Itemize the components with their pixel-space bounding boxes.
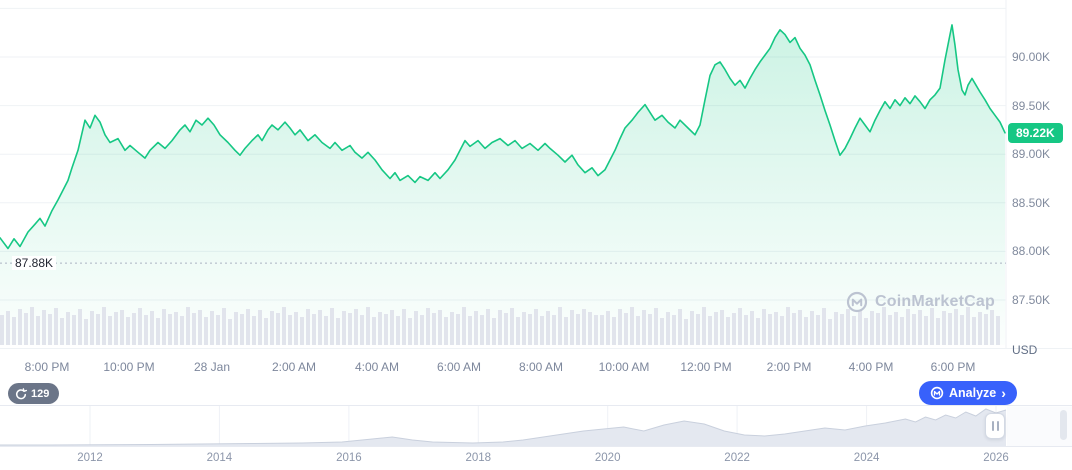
minimap-region[interactable] [0,406,1006,446]
watermark-text: CoinMarketCap [875,293,995,310]
brush-grip-bar [996,421,999,431]
coinmarketcap-logo-icon [846,291,868,313]
coinmarketcap-watermark: CoinMarketCap [846,291,995,313]
time-axis-tick: 6:00 PM [930,360,976,374]
analyze-button-label: Analyze [949,386,997,400]
time-axis-tick: 2:00 PM [766,360,812,374]
time-axis-tick: 8:00 PM [24,360,70,374]
minimap-year-tick: 2020 [594,452,621,464]
time-axis-tick: 4:00 PM [848,360,894,374]
time-axis-tick: 28 Jan [193,360,231,374]
time-axis-tick: 6:00 AM [436,360,482,374]
minimap-brush-handle[interactable] [985,413,1005,439]
minimap-year-tick: 2016 [336,452,362,464]
scrollbar-handle[interactable] [1060,410,1067,440]
brush-grip-bar [991,421,994,431]
replay-count: 129 [31,387,50,400]
time-axis-tick: 8:00 AM [518,360,564,374]
y-axis-tick: 90.00K [1012,50,1051,64]
minimap-year-tick: 2024 [853,452,880,464]
time-axis-tick: 10:00 PM [103,360,155,374]
time-axis-tick: 2:00 AM [271,360,317,374]
minimap-year-tick: 2026 [983,452,1009,464]
replay-icon [15,387,27,399]
minimap-year-tick: 2014 [206,452,233,464]
y-axis-tick: 87.50K [1012,293,1051,307]
y-axis-tick: 88.50K [1012,195,1051,210]
currency-unit-label: USD [1012,343,1038,357]
y-axis-tick: 89.50K [1012,98,1051,113]
time-axis-tick: 12:00 PM [680,360,732,374]
minimap-year-tick: 2018 [465,452,492,464]
y-axis-tick: 88.00K [1012,244,1051,259]
minimap-year-tick: 2022 [724,452,750,464]
analyze-logo-icon [930,386,944,400]
analyze-button[interactable]: Analyze › [919,381,1017,405]
y-axis-tick: 89.00K [1012,147,1051,162]
time-axis-tick: 4:00 AM [354,360,400,374]
replay-count-badge[interactable]: 129 [8,383,60,404]
low-price-marker-label: 87.88K [12,256,57,271]
minimap-year-tick: 2012 [77,452,103,464]
current-price-badge: 89.22K [1008,122,1063,143]
chevron-right-icon: › [1001,384,1006,401]
time-axis-tick: 10:00 AM [598,360,650,374]
